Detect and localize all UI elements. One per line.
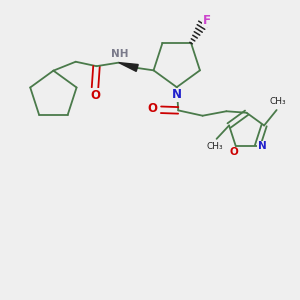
Text: N: N [258, 141, 267, 151]
Text: F: F [202, 14, 211, 27]
Text: NH: NH [111, 49, 129, 59]
Text: CH₃: CH₃ [207, 142, 224, 152]
Text: O: O [230, 147, 239, 157]
Text: CH₃: CH₃ [270, 98, 286, 106]
Text: O: O [148, 102, 158, 115]
Text: O: O [90, 88, 100, 101]
Polygon shape [119, 63, 138, 71]
Text: N: N [172, 88, 182, 101]
